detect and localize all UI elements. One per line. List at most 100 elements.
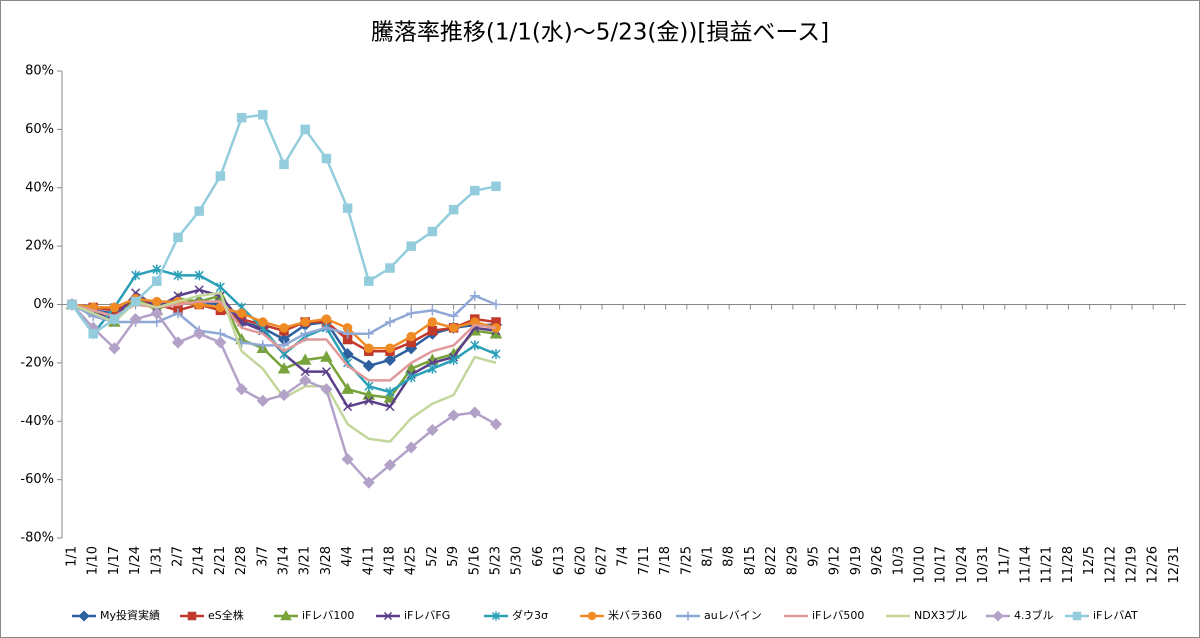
marker	[683, 611, 693, 621]
legend-label: iFレバAT	[1093, 609, 1138, 622]
marker	[427, 305, 438, 316]
marker	[427, 226, 438, 237]
marker	[363, 328, 374, 339]
marker	[173, 308, 183, 319]
x-tick-label: 3/7	[255, 546, 270, 567]
marker	[300, 367, 310, 377]
marker	[88, 328, 98, 339]
marker	[171, 336, 185, 349]
marker	[194, 270, 204, 281]
y-tick-label: 20%	[25, 239, 54, 254]
x-tick-label: 7/11	[637, 546, 652, 575]
x-tick-label: 3/21	[298, 546, 313, 575]
marker	[427, 317, 438, 327]
legend-label: 米バラ360	[608, 609, 662, 622]
marker	[193, 327, 206, 340]
x-tick-label: 5/2	[425, 546, 440, 567]
marker	[470, 185, 480, 196]
marker	[300, 124, 310, 135]
marker	[427, 326, 438, 336]
marker	[300, 328, 311, 339]
x-tick-label: 5/30	[510, 546, 525, 575]
x-tick-label: 10/10	[913, 546, 928, 583]
marker	[364, 396, 374, 406]
marker	[320, 383, 333, 396]
x-tick-label: 4/4	[340, 546, 355, 567]
marker	[152, 276, 162, 286]
marker	[385, 263, 395, 273]
x-tick-label: 10/3	[891, 546, 906, 575]
marker	[362, 359, 375, 372]
marker	[129, 313, 142, 326]
x-tick-label: 7/18	[658, 546, 673, 575]
marker	[131, 270, 141, 281]
marker	[992, 610, 1004, 622]
marker	[469, 290, 480, 301]
x-tick-label: 12/26	[1146, 546, 1161, 583]
x-tick-label: 12/12	[1103, 546, 1118, 583]
x-tick-label: 9/5	[807, 546, 822, 567]
x-tick-label: 4/25	[404, 546, 419, 575]
marker	[258, 110, 268, 120]
marker	[383, 353, 397, 367]
y-tick-label: 40%	[25, 180, 54, 195]
x-tick-label: 6/13	[552, 546, 567, 575]
marker	[194, 285, 204, 295]
x-tick-label: 1/1	[65, 546, 80, 567]
marker	[277, 362, 291, 374]
legend-label: iFレバ100	[302, 609, 354, 622]
y-tick-label: -20%	[20, 355, 54, 370]
legend-label: iFレバFG	[404, 609, 450, 622]
marker	[236, 308, 247, 319]
marker	[236, 112, 247, 123]
marker	[109, 314, 120, 324]
x-tick-label: 11/21	[1040, 546, 1055, 583]
x-tick-label: 2/21	[213, 546, 228, 575]
x-tick-label: 3/14	[277, 546, 292, 575]
y-tick-label: -60%	[20, 472, 54, 487]
x-tick-label: 5/9	[446, 546, 461, 567]
marker	[406, 241, 416, 251]
marker	[342, 203, 353, 213]
marker	[299, 374, 312, 387]
x-tick-label: 12/31	[1167, 546, 1182, 583]
marker	[78, 610, 90, 622]
x-tick-label: 6/6	[531, 546, 546, 567]
marker	[108, 342, 121, 355]
marker	[489, 418, 503, 431]
marker	[470, 340, 480, 351]
marker	[173, 270, 183, 281]
marker	[468, 406, 481, 419]
legend-label: NDX3ブル	[914, 608, 967, 622]
x-tick-label: 4/18	[383, 546, 398, 575]
marker	[258, 317, 268, 327]
y-tick-label: 60%	[25, 122, 54, 137]
x-tick-label: 9/19	[849, 546, 864, 575]
marker	[341, 382, 354, 394]
marker	[405, 441, 418, 454]
x-tick-label: 5/23	[489, 546, 504, 575]
y-tick-label: -40%	[20, 414, 54, 429]
marker	[215, 171, 226, 181]
x-tick-label: 7/25	[679, 546, 694, 575]
x-tick-label: 4/11	[361, 546, 376, 575]
marker	[364, 343, 374, 354]
x-tick-label: 3/28	[319, 546, 334, 575]
marker	[300, 317, 310, 327]
y-tick-label: 80%	[25, 64, 54, 79]
x-tick-label: 11/14	[1019, 546, 1034, 583]
marker	[130, 296, 141, 307]
marker	[491, 611, 501, 621]
marker	[383, 611, 393, 621]
x-tick-label: 8/29	[785, 546, 800, 575]
legend-label: 4.3ブル	[1014, 608, 1054, 622]
marker	[491, 349, 501, 360]
marker	[447, 409, 460, 422]
marker	[321, 314, 332, 324]
marker	[385, 343, 395, 354]
x-tick-label: 9/26	[870, 546, 885, 575]
marker	[427, 363, 437, 374]
x-tick-label: 6/27	[595, 546, 610, 575]
marker	[277, 388, 291, 402]
